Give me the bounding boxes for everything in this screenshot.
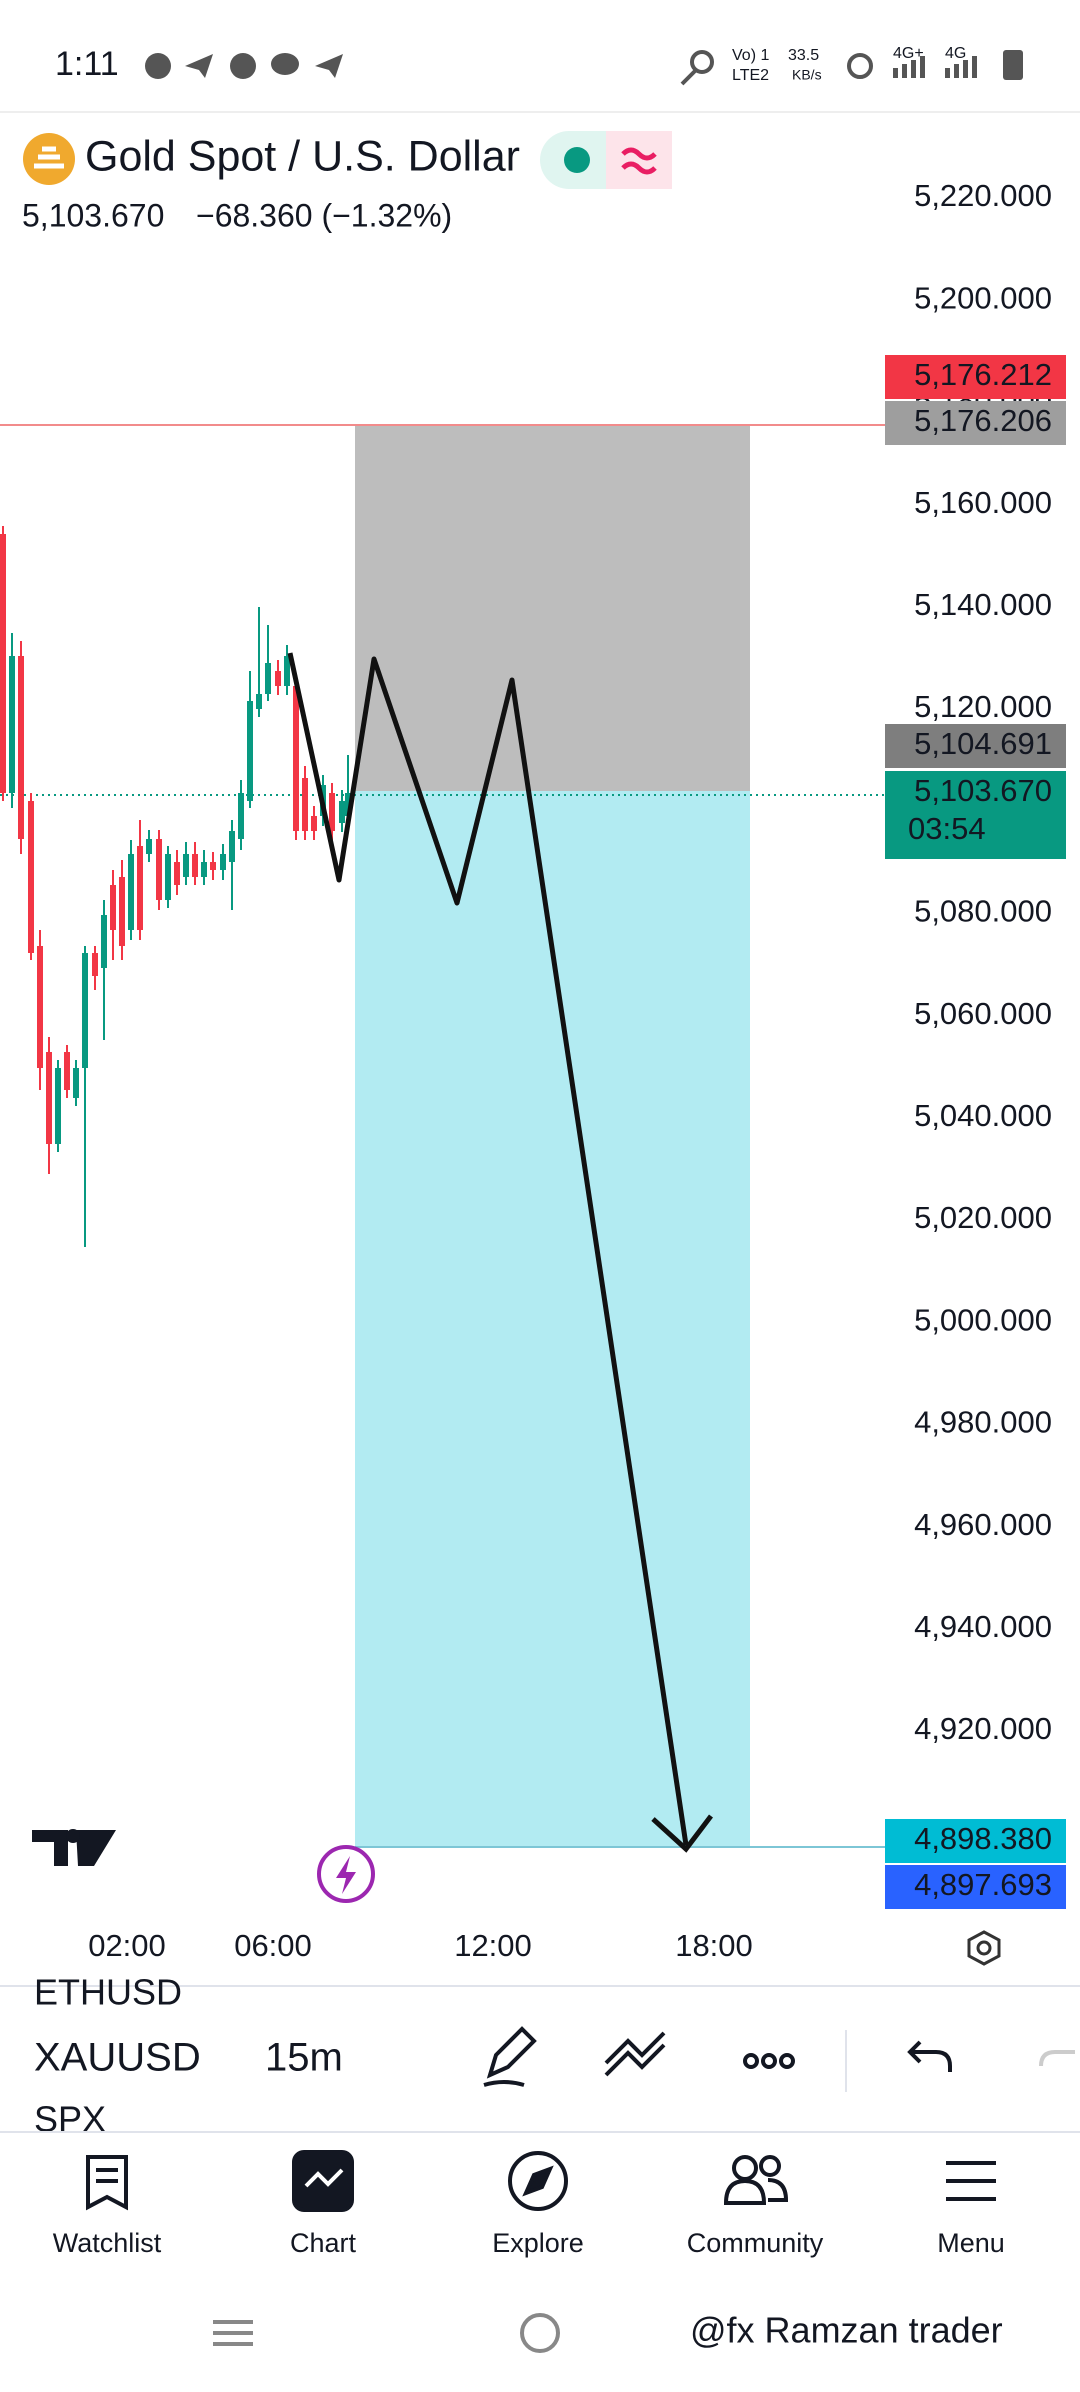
lightning-icon	[336, 1856, 356, 1894]
price-axis-label: 5,220.000	[914, 178, 1052, 213]
projection-arrowhead	[651, 1814, 713, 1853]
price-axis-label: 5,080.000	[914, 894, 1052, 929]
nav-item[interactable]: Explore	[492, 2228, 584, 2258]
price-axis-label: 5,060.000	[914, 996, 1052, 1031]
chart-icon-line	[304, 2168, 344, 2188]
prev-symbol[interactable]: ETHUSD	[34, 1972, 182, 2013]
price-axis-label: 5,020.000	[914, 1200, 1052, 1235]
symbol-title: Gold Spot / U.S. Dollar	[85, 132, 520, 180]
price-axis-label: 4,980.000	[914, 1405, 1052, 1440]
price-axis-label: 5,160.000	[914, 485, 1052, 520]
system-home[interactable]	[520, 2313, 560, 2353]
status-net: Vo) 1	[732, 47, 769, 64]
status-pill-half	[606, 131, 672, 189]
settings-icon	[976, 1940, 992, 1956]
redo-button[interactable]	[1039, 2050, 1075, 2067]
status-app-icons	[145, 53, 343, 79]
candles	[0, 526, 351, 1247]
price-tag-label: 5,104.691	[914, 726, 1052, 761]
projection-path	[287, 652, 689, 1846]
price-axis-label: 5,040.000	[914, 1098, 1052, 1133]
gold-icon-bars	[34, 146, 64, 169]
price-axis-label: 5,000.000	[914, 1302, 1052, 1337]
status-speed: KB/s	[792, 67, 822, 83]
price-axis-label: 5,200.000	[914, 280, 1052, 315]
undo-button[interactable]	[907, 2040, 952, 2072]
price-tag	[885, 1865, 1066, 1909]
status-speed: 33.5	[788, 47, 819, 64]
nav-icons	[86, 2150, 996, 2212]
nav-item[interactable]: Watchlist	[53, 2228, 162, 2258]
status-time: 1:11	[55, 45, 119, 83]
settings-button[interactable]	[967, 1930, 1001, 1966]
last-price-tag	[885, 771, 1066, 859]
delayed-icon	[621, 147, 657, 175]
time-axis-label: 12:00	[454, 1928, 532, 1963]
price-tag	[885, 355, 1066, 399]
watchlist-icon	[86, 2155, 128, 2211]
price-axis-label: 5,140.000	[914, 587, 1052, 622]
nav-item[interactable]: Community	[687, 2228, 824, 2258]
price-axis-label: 5,120.000	[914, 689, 1052, 724]
price-tag-label: 4,898.380	[914, 1821, 1052, 1856]
price-tag-label: 5,176.212	[914, 357, 1052, 392]
nav-item[interactable]: Chart	[290, 2228, 357, 2258]
last-price-label: 5,103.670	[914, 773, 1052, 808]
price-change: −68.360 (−1.32%)	[196, 197, 452, 233]
watermark: @fx Ramzan trader	[690, 2310, 1003, 2351]
status-signal: 4G	[945, 45, 966, 62]
status-net: LTE2	[732, 67, 769, 84]
community-icon	[732, 2155, 758, 2181]
status-signal: 4G+	[893, 45, 924, 62]
bottom-nav: Watchlist Chart Explore Community Menu	[53, 2228, 1005, 2258]
next-symbol[interactable]: SPX	[34, 2099, 106, 2140]
stop-zone	[355, 425, 750, 791]
price-tag	[885, 1819, 1066, 1863]
tradingview-logo	[32, 1830, 116, 1866]
price-axis-label: 4,920.000	[914, 1711, 1052, 1746]
explore-icon	[508, 2151, 568, 2211]
time-axis-label: 18:00	[675, 1928, 753, 1963]
nav-item[interactable]: Menu	[937, 2228, 1005, 2258]
price-axis-label: 4,960.000	[914, 1507, 1052, 1542]
menu-icon	[946, 2161, 996, 2201]
last-price: 5,103.670	[22, 197, 164, 233]
tradingview-logo-dot	[66, 1829, 80, 1843]
symbol-selector[interactable]: XAUUSD	[34, 2036, 201, 2080]
price-tag	[885, 724, 1066, 768]
time-axis-label: 06:00	[234, 1928, 312, 1963]
draw-button[interactable]	[483, 2026, 537, 2087]
interval-selector[interactable]: 15m	[265, 2036, 343, 2080]
trend-button[interactable]	[604, 2031, 666, 2077]
price-tag	[885, 401, 1066, 445]
more-button[interactable]	[743, 2053, 759, 2069]
system-recents[interactable]	[213, 2320, 253, 2346]
market-open-dot	[564, 147, 590, 173]
time-axis-label: 02:00	[88, 1928, 166, 1963]
time-axis: 02:00 06:00 12:00 18:00	[88, 1928, 753, 1963]
status-icons	[680, 50, 1023, 86]
toolbar-icons	[483, 2026, 1075, 2087]
price-tag-label: 5,176.206	[914, 403, 1052, 438]
price-axis-label: 4,940.000	[914, 1609, 1052, 1644]
price-tag-label: 4,897.693	[914, 1867, 1052, 1902]
bar-countdown: 03:54	[908, 811, 986, 846]
